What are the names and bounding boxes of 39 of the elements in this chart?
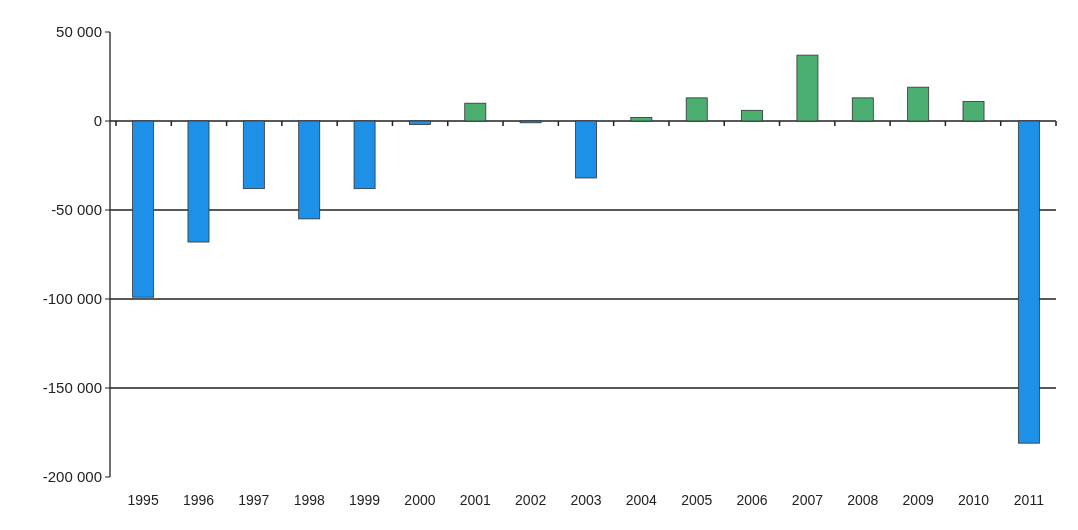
x-tick-label: 1999 [348,492,381,508]
x-tick-label: 2006 [736,492,768,508]
bar [464,102,487,122]
bar [353,120,376,190]
x-tick-label: 1997 [238,492,270,508]
bar [796,54,819,122]
x-tick-label: 2010 [957,492,990,508]
y-tick-label: 50 000 [56,23,102,41]
bar [298,120,321,220]
bar [741,109,763,122]
y-tick-label: -50 000 [51,201,102,219]
bar [132,120,155,298]
x-tick-label: 2009 [902,492,934,508]
x-tick-label: 2003 [570,492,602,508]
y-tick-label: 0 [93,112,102,130]
x-tick-label: 2000 [404,492,436,508]
bar [962,101,985,122]
y-tick-label: -200 000 [42,468,102,486]
bar [907,86,930,122]
bar [630,117,653,122]
y-tick-label: -100 000 [42,290,102,308]
x-tick-label: 2007 [791,492,824,508]
x-tick-label: 1995 [127,492,159,508]
y-tick-label: -150 000 [42,379,102,397]
x-tick-label: 2008 [847,492,879,508]
bar [409,120,431,125]
x-tick-label: 2001 [459,492,492,508]
x-tick-label: 2004 [625,492,658,508]
bar [1017,120,1040,444]
bar [187,120,210,243]
x-tick-label: 2002 [515,492,547,508]
x-tick-label: 2011 [1013,492,1045,508]
bar [685,97,708,122]
bar [242,120,265,190]
bar [575,120,597,179]
x-tick-label: 2005 [681,492,713,508]
x-tick-label: 1998 [293,492,325,508]
bar [851,97,874,122]
x-tick-label: 1996 [182,492,215,508]
